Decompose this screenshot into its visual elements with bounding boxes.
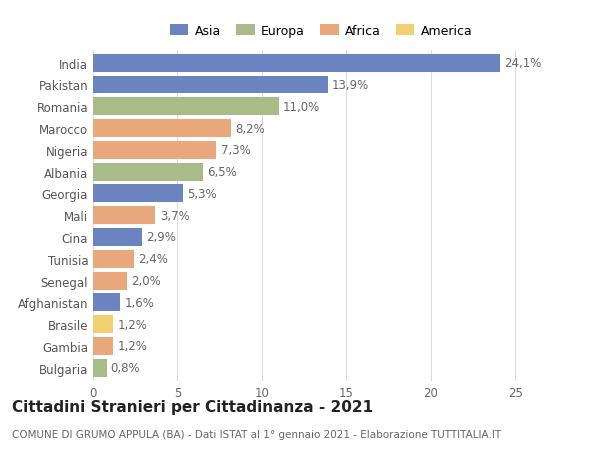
Bar	[93, 229, 142, 246]
Text: 13,9%: 13,9%	[332, 79, 369, 92]
Bar	[93, 207, 155, 224]
Text: 3,7%: 3,7%	[160, 209, 190, 222]
Legend: Asia, Europa, Africa, America: Asia, Europa, Africa, America	[170, 25, 472, 38]
Bar	[93, 120, 232, 138]
Bar	[93, 294, 120, 312]
Bar	[93, 315, 113, 333]
Bar	[93, 76, 328, 94]
Text: 24,1%: 24,1%	[504, 57, 542, 70]
Bar	[93, 163, 203, 181]
Text: 1,2%: 1,2%	[118, 340, 148, 353]
Text: 2,4%: 2,4%	[138, 253, 167, 266]
Bar	[93, 272, 127, 290]
Text: Cittadini Stranieri per Cittadinanza - 2021: Cittadini Stranieri per Cittadinanza - 2…	[12, 399, 373, 414]
Text: 11,0%: 11,0%	[283, 101, 320, 113]
Text: 8,2%: 8,2%	[236, 122, 265, 135]
Text: 6,5%: 6,5%	[207, 166, 237, 179]
Bar	[93, 359, 107, 377]
Text: 7,3%: 7,3%	[221, 144, 250, 157]
Bar	[93, 98, 279, 116]
Text: COMUNE DI GRUMO APPULA (BA) - Dati ISTAT al 1° gennaio 2021 - Elaborazione TUTTI: COMUNE DI GRUMO APPULA (BA) - Dati ISTAT…	[12, 429, 501, 439]
Bar	[93, 55, 500, 73]
Bar	[93, 141, 216, 159]
Text: 5,3%: 5,3%	[187, 188, 217, 201]
Bar	[93, 250, 134, 268]
Text: 0,8%: 0,8%	[111, 361, 140, 375]
Text: 2,0%: 2,0%	[131, 274, 161, 287]
Text: 2,9%: 2,9%	[146, 231, 176, 244]
Text: 1,2%: 1,2%	[118, 318, 148, 331]
Bar	[93, 337, 113, 355]
Text: 1,6%: 1,6%	[124, 296, 154, 309]
Bar	[93, 185, 182, 203]
